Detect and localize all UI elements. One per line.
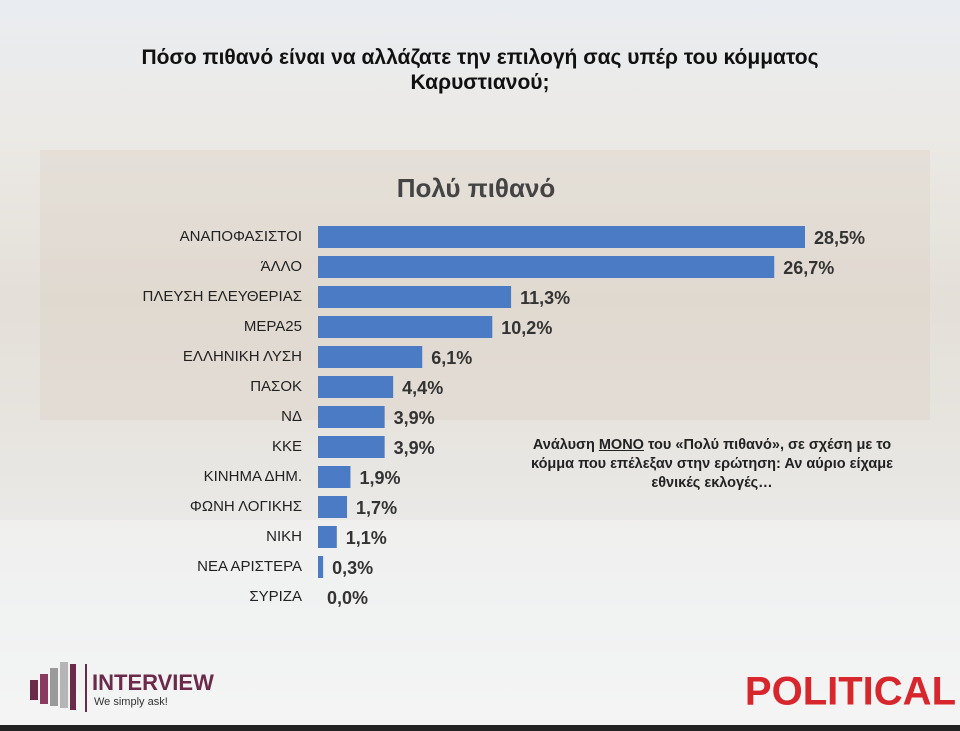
bar bbox=[318, 556, 324, 578]
bar bbox=[318, 406, 385, 428]
background-ground bbox=[0, 520, 960, 720]
bar bbox=[318, 526, 337, 548]
category-label: ΆΛΛΟ bbox=[261, 258, 302, 275]
value-label: 0,3% bbox=[332, 558, 373, 578]
category-label: ΜΕΡΑ25 bbox=[244, 318, 302, 335]
value-label: 28,5% bbox=[814, 228, 865, 248]
chart-subtitle: Πολύ πιθανό bbox=[397, 173, 556, 203]
value-label: 0,0% bbox=[327, 588, 368, 608]
annotation-text: του «Πολύ πιθανό», σε σχέση με το κόμμα … bbox=[530, 437, 894, 491]
value-label: 1,9% bbox=[359, 468, 400, 488]
category-label: ΦΩΝΗ ΛΟΓΙΚΗΣ bbox=[190, 498, 302, 515]
slogan: We simply ask! bbox=[94, 696, 168, 708]
value-label: 4,4% bbox=[402, 378, 443, 398]
bar bbox=[318, 286, 512, 308]
category-label: ΕΛΛΗΝΙΚΗ ΛΥΣΗ bbox=[183, 348, 302, 365]
title-line: Καρυστιανού; bbox=[410, 71, 549, 94]
annotation: Ανάλυση ΜΟΝΟ του «Πολύ πιθανό», σε σχέση… bbox=[512, 436, 912, 493]
category-label: ΠΑΣΟΚ bbox=[250, 378, 302, 395]
value-label: 6,1% bbox=[431, 348, 472, 368]
category-label: ΑΝΑΠΟΦΑΣΙΣΤΟΙ bbox=[180, 228, 302, 245]
bar bbox=[318, 496, 348, 518]
category-label: ΚΚΕ bbox=[272, 438, 302, 455]
category-label: ΣΥΡΙΖΑ bbox=[249, 588, 302, 605]
background-building bbox=[40, 150, 930, 420]
bar bbox=[318, 226, 805, 248]
interview-logo bbox=[30, 662, 87, 712]
value-label: 1,7% bbox=[356, 498, 397, 518]
bar bbox=[318, 466, 351, 488]
value-label: 3,9% bbox=[394, 408, 435, 428]
publisher: POLITICAL bbox=[745, 670, 956, 714]
title-line: Πόσο πιθανό είναι να αλλάζατε την επιλογ… bbox=[142, 46, 819, 69]
value-label: 3,9% bbox=[394, 438, 435, 458]
category-label: ΚΙΝΗΜΑ ΔΗΜ. bbox=[204, 468, 302, 485]
chart-title: Πόσο πιθανό είναι να αλλάζατε την επιλογ… bbox=[142, 46, 819, 94]
value-label: 11,3% bbox=[520, 288, 570, 308]
bar bbox=[318, 346, 423, 368]
value-label: 10,2% bbox=[501, 318, 552, 338]
bar bbox=[318, 316, 493, 338]
bar bbox=[318, 256, 775, 278]
annotation-text: Ανάλυση bbox=[532, 437, 599, 453]
category-label: ΝΙΚΗ bbox=[266, 528, 302, 545]
category-label: ΝΕΑ ΑΡΙΣΤΕΡΑ bbox=[197, 558, 302, 575]
annotation-emphasis: ΜΟΝΟ bbox=[598, 437, 644, 453]
value-label: 26,7% bbox=[783, 258, 834, 278]
category-label: ΝΔ bbox=[281, 408, 302, 425]
brand: INTERVIEW bbox=[92, 670, 214, 695]
bar bbox=[318, 436, 385, 458]
category-label: ΠΛΕΥΣΗ ΕΛΕΥΘΕΡΙΑΣ bbox=[143, 288, 302, 305]
bar bbox=[318, 376, 394, 398]
value-label: 1,1% bbox=[346, 528, 387, 548]
